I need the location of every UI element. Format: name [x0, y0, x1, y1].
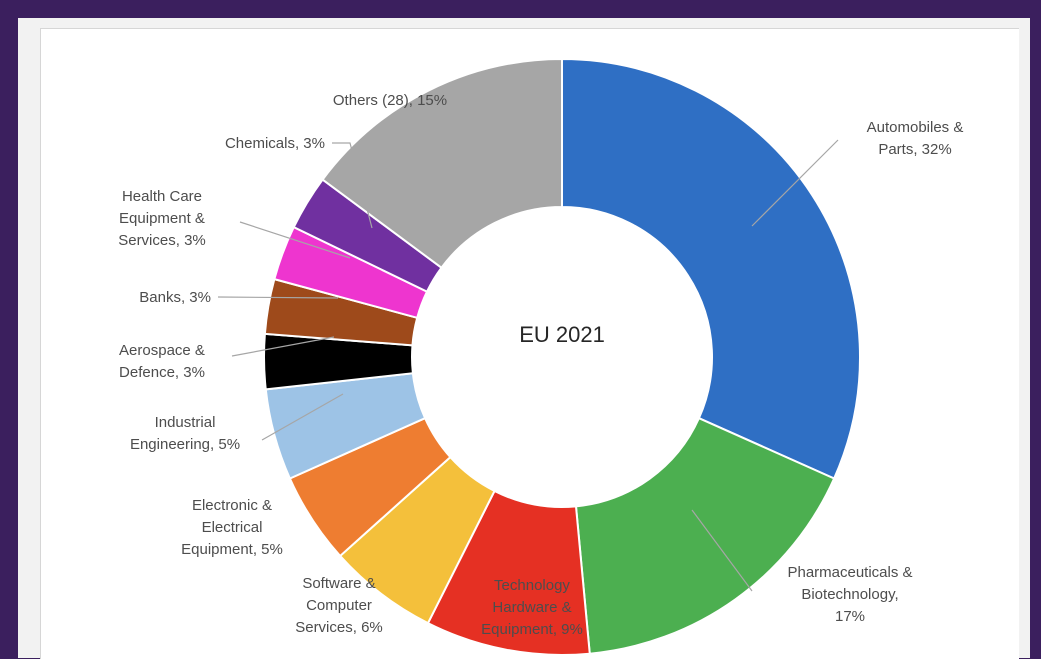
leader-line-10	[332, 142, 373, 229]
leader-line-6	[261, 393, 344, 441]
slice-label-2: Pharmaceuticals & Biotechnology, 17%	[787, 564, 912, 625]
center-label: EU 2021	[519, 322, 605, 347]
slice-label-9: Health Care Equipment & Services, 3%	[118, 188, 206, 249]
slices-group	[263, 57, 861, 656]
slice-label-10: Chemicals, 3%	[225, 135, 325, 152]
slice-1	[561, 57, 861, 480]
leader-line-2	[691, 509, 753, 592]
leader-line-9	[239, 221, 351, 259]
slice-label-11: Others (28), 15%	[333, 92, 447, 109]
leader-lines-group	[217, 139, 839, 592]
leader-line-1	[751, 139, 839, 227]
labels-group: Automobiles & Parts, 32% Pharmaceuticals &…	[118, 92, 963, 638]
slice-label-6: Industrial Engineering, 5%	[130, 414, 240, 453]
slice-label-4: Software & Computer Services, 6%	[295, 575, 383, 636]
leader-line-8	[217, 296, 339, 299]
leader-line-7	[231, 336, 335, 357]
slice-label-8: Banks, 3%	[139, 289, 211, 306]
slice-label-3: Technology Hardware & Equipment, 9%	[481, 577, 583, 638]
slice-label-5: Electronic & Electrical Equipment, 5%	[181, 497, 283, 558]
slice-2	[574, 416, 836, 655]
slice-label-1: Automobiles & Parts, 32%	[867, 119, 964, 158]
slice-11	[321, 57, 563, 270]
slice-label-7: Aerospace & Defence, 3%	[119, 342, 205, 381]
